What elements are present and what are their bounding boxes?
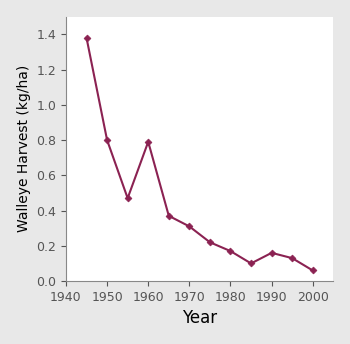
X-axis label: Year: Year — [182, 309, 217, 327]
Y-axis label: Walleye Harvest (kg/ha): Walleye Harvest (kg/ha) — [17, 65, 31, 233]
